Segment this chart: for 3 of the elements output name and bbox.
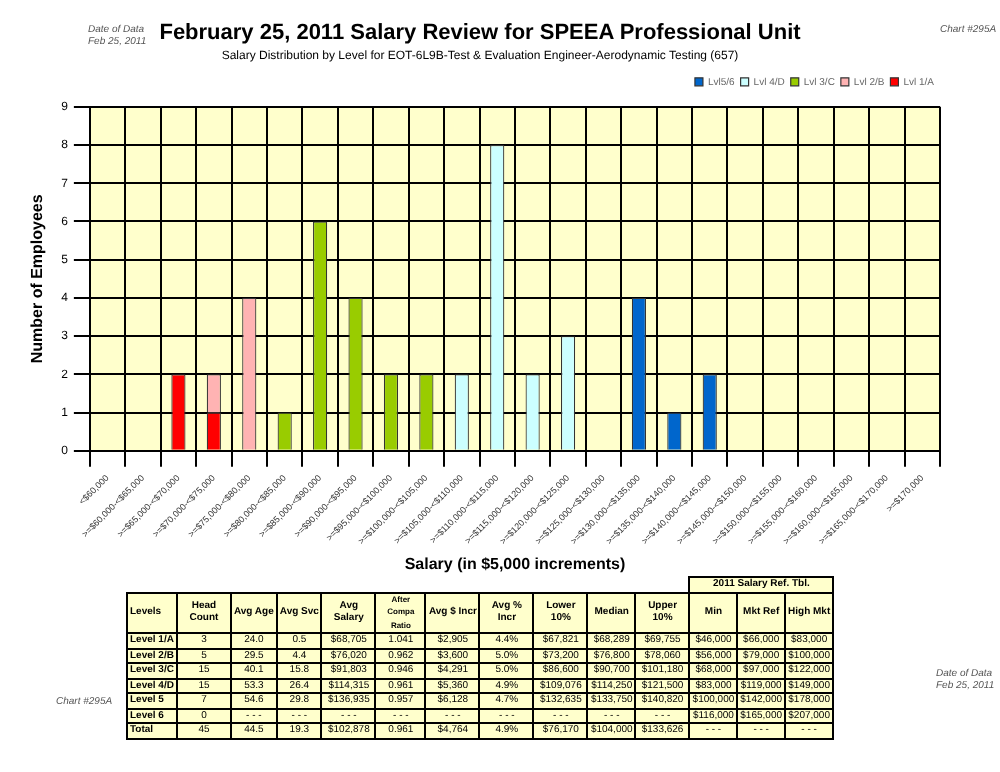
chart-title: February 25, 2011 Salary Review for SPEEA Professional Unit xyxy=(159,21,802,46)
y-axis-title: Number of Employees xyxy=(28,193,47,364)
x-axis-title: Salary (in $5,000 increments) xyxy=(404,554,626,573)
